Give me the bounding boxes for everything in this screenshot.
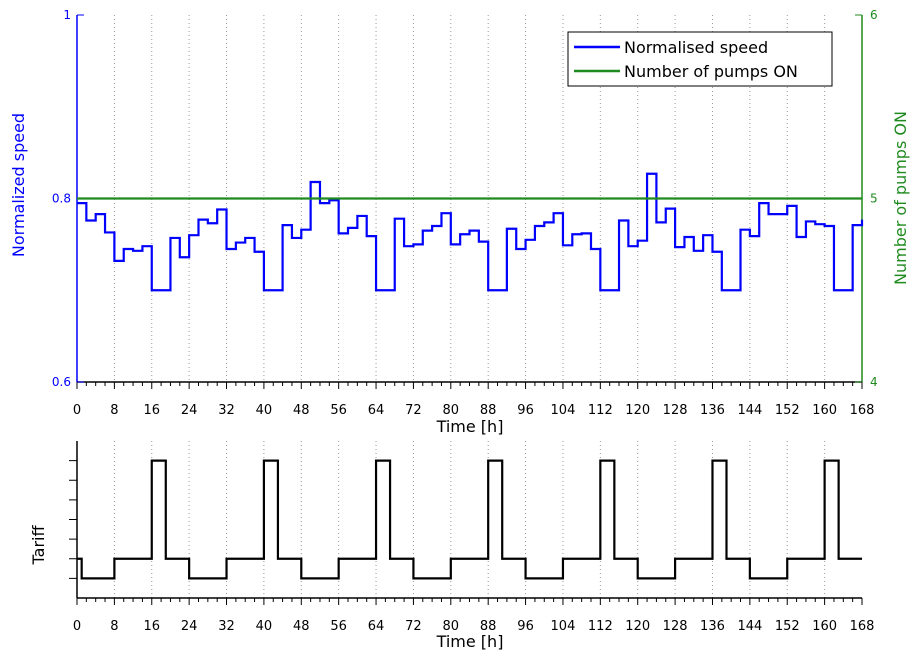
tariff-x-tick-label: 8 (110, 619, 118, 634)
speed-x-tick-label: 120 (625, 403, 650, 418)
speed-x-tick-label: 56 (330, 403, 347, 418)
tariff-series (77, 459, 862, 580)
speed-x-tick-label: 32 (218, 403, 235, 418)
tariff-x-tick-label: 48 (293, 619, 310, 634)
speed-x-tick-label: 16 (143, 403, 160, 418)
speed-y-tick-label: 1 (63, 8, 71, 22)
speed-x-tick-label: 128 (663, 403, 688, 418)
speed-series (77, 172, 864, 292)
tariff-x-tick-label: 160 (812, 619, 837, 634)
speed-x-ticks: 0 8 16 24 32 40 48 56 64 72 80 88 96 104 112 120 128 136 1… (73, 382, 875, 418)
tariff-x-tick-label: 16 (143, 619, 160, 634)
legend-box (567, 31, 833, 87)
tariff-x-axis-label: Time [h] (436, 632, 504, 651)
legend: Normalised speed Number of pumps ON (567, 31, 833, 87)
tariff-x-tick-label: 104 (551, 619, 576, 634)
tariff-x-tick-label: 0 (73, 619, 81, 634)
speed-y-axis-label: Normalized speed (9, 113, 28, 257)
pumps-y-axis-label: Number of pumps ON (891, 111, 910, 285)
speed-x-tick-label: 160 (812, 403, 837, 418)
speed-x-tick-label: 136 (700, 403, 725, 418)
tariff-x-tick-label: 112 (588, 619, 613, 634)
speed-x-tick-label: 8 (110, 403, 118, 418)
tariff-y-ticks (69, 460, 77, 579)
series-line-normalised-speed (77, 172, 864, 292)
tariff-chart: 0 8 16 24 32 40 48 56 64 72 80 88 96 104 112 120 128 136 1… (29, 441, 874, 651)
speed-chart: 0.60.81 456 0 8 16 24 32 40 48 56 64 72 80 88 96 104 1… (9, 8, 910, 436)
speed-x-tick-label: 80 (443, 403, 460, 418)
speed-x-tick-label: 0 (73, 403, 81, 418)
legend-label-pumps: Number of pumps ON (624, 62, 798, 81)
pumps-y-tick-label: 6 (870, 8, 878, 22)
speed-x-tick-label: 96 (517, 403, 534, 418)
tariff-x-tick-label: 144 (737, 619, 762, 634)
speed-x-tick-label: 104 (551, 403, 576, 418)
speed-x-axis-label: Time [h] (436, 417, 504, 436)
tariff-x-tick-label: 24 (181, 619, 198, 634)
speed-x-tick-label: 88 (480, 403, 497, 418)
speed-x-tick-label: 48 (293, 403, 310, 418)
speed-x-tick-label: 112 (588, 403, 613, 418)
tariff-x-tick-label: 128 (663, 619, 688, 634)
tariff-y-axis-label: Tariff (29, 525, 48, 566)
legend-label-speed: Normalised speed (624, 38, 768, 57)
speed-x-tick-label: 144 (737, 403, 762, 418)
speed-x-tick-label: 152 (775, 403, 800, 418)
speed-y-tick-label: 0.8 (52, 192, 71, 206)
pumps-y-tick-label: 5 (870, 192, 878, 206)
tariff-x-tick-label: 152 (775, 619, 800, 634)
speed-x-tick-label: 64 (368, 403, 385, 418)
pumps-y-tick-label: 4 (870, 375, 878, 389)
tariff-grid (113, 441, 826, 598)
tariff-x-tick-label: 80 (443, 619, 460, 634)
tariff-x-ticks: 0 8 16 24 32 40 48 56 64 72 80 88 96 104 112 120 128 136 1… (73, 598, 875, 634)
tariff-x-tick-label: 96 (517, 619, 534, 634)
tariff-x-tick-label: 64 (368, 619, 385, 634)
speed-left-ticks: 0.6 0.8 1 (52, 8, 84, 389)
tariff-x-tick-label: 88 (480, 619, 497, 634)
tariff-x-tick-label: 136 (700, 619, 725, 634)
speed-x-tick-label: 72 (405, 403, 422, 418)
series-line-tariff (77, 459, 862, 580)
tariff-x-tick-label: 40 (256, 619, 273, 634)
tariff-x-tick-label: 56 (330, 619, 347, 634)
tariff-x-tick-label: 168 (850, 619, 875, 634)
speed-x-tick-label: 24 (181, 403, 198, 418)
speed-x-tick-label: 168 (850, 403, 875, 418)
tariff-x-tick-label: 120 (625, 619, 650, 634)
tariff-x-tick-label: 72 (405, 619, 422, 634)
tariff-x-tick-label: 32 (218, 619, 235, 634)
speed-y-tick-label: 0.6 (52, 375, 71, 389)
speed-x-tick-label: 40 (256, 403, 273, 418)
